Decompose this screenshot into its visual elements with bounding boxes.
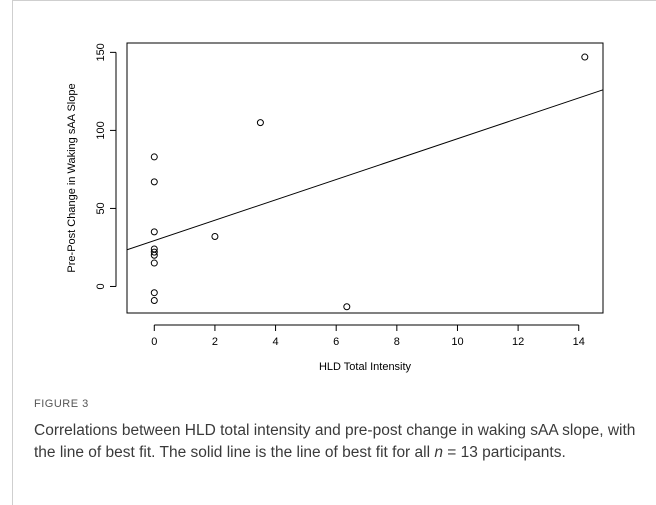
figure-frame: [12, 0, 656, 505]
data-point: [150, 289, 158, 297]
x-tick-label: 6: [333, 336, 339, 348]
y-tick-label: 150: [95, 43, 107, 61]
data-point: [211, 233, 219, 241]
caption-text-2: = 13 participants.: [442, 444, 566, 461]
caption-n: n: [434, 444, 443, 461]
x-axis: 0 2 4 6 8 10 12 14: [151, 324, 585, 348]
data-point: [581, 53, 589, 61]
figure-caption: Correlations between HLD total intensity…: [34, 420, 644, 464]
data-point: [256, 119, 264, 127]
data-point: [150, 297, 158, 305]
x-tick-label: 2: [212, 336, 218, 348]
data-point: [150, 178, 158, 186]
x-tick-label: 0: [151, 336, 157, 348]
x-tick-label: 8: [394, 336, 400, 348]
data-point: [150, 228, 158, 236]
y-tick-label: 100: [95, 121, 107, 139]
x-tick-label: 12: [512, 336, 524, 348]
figure-label: FIGURE 3: [34, 398, 89, 410]
data-point: [343, 303, 351, 311]
data-point: [150, 251, 158, 259]
x-tick-label: 14: [573, 336, 585, 348]
caption-text-1: Correlations between HLD total intensity…: [34, 422, 636, 461]
plot-box: [126, 42, 604, 314]
best-fit-line: [126, 89, 604, 251]
data-point: [150, 259, 158, 267]
y-axis: 0 50 100 150: [95, 43, 117, 290]
scatter-plot: 0 50 100 150 0 2 4 6 8 10 12 14 HLD Total Intensit…: [66, 42, 604, 373]
y-tick-label: 0: [95, 283, 107, 289]
x-tick-label: 10: [451, 336, 463, 348]
y-tick-label: 50: [95, 202, 107, 214]
data-point: [150, 153, 158, 161]
data-points: [150, 53, 589, 311]
data-point: [150, 248, 158, 256]
x-tick-label: 4: [272, 336, 278, 348]
x-axis-label: HLD Total Intensity: [319, 361, 412, 373]
y-axis-label: Pre-Post Change in Waking sAA Slope: [66, 83, 78, 272]
